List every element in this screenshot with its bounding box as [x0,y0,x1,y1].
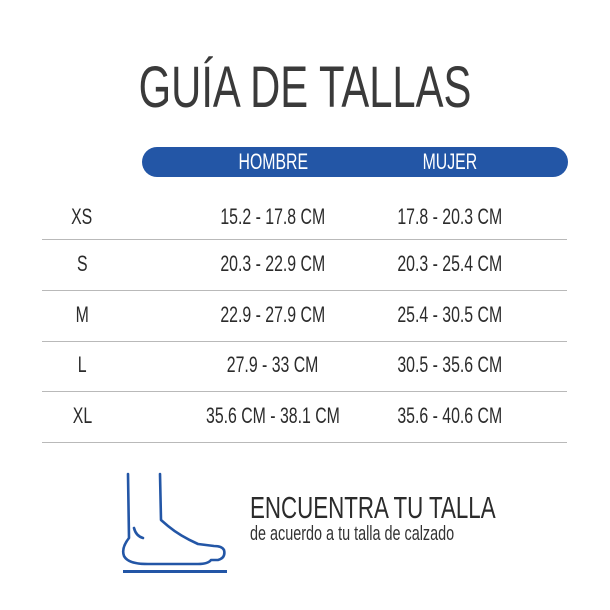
size-cell: M [75,302,89,327]
footer-heading: ENCUENTRA TU TALLA [250,490,496,525]
page-title: GUÍA DE TALLAS [138,55,472,120]
mujer-cell: 35.6 - 40.6 CM [397,403,503,428]
table-row: L 27.9 - 33 CM 30.5 - 35.6 CM [0,340,610,390]
row-divider [42,341,567,342]
column-header-hombre: HOMBRE [238,149,308,174]
table-row: M 22.9 - 27.9 CM 25.4 - 30.5 CM [0,290,610,340]
row-divider [42,391,567,392]
size-cell: XS [71,204,93,229]
hombre-cell: 15.2 - 17.8 CM [220,204,326,229]
hombre-cell: 20.3 - 22.9 CM [220,251,326,276]
size-cell: L [77,352,87,377]
mujer-cell: 20.3 - 25.4 CM [397,251,503,276]
hombre-cell: 35.6 CM - 38.1 CM [206,403,340,428]
header-bar [142,147,568,177]
table-row: XL 35.6 CM - 38.1 CM 35.6 - 40.6 CM [0,391,610,441]
table-row: S 20.3 - 22.9 CM 20.3 - 25.4 CM [0,239,610,289]
table-row: XS 15.2 - 17.8 CM 17.8 - 20.3 CM [0,192,610,242]
mujer-cell: 25.4 - 30.5 CM [397,302,503,327]
column-header-mujer: MUJER [422,149,478,174]
row-divider [42,290,567,291]
row-divider [42,442,567,443]
row-divider [42,239,567,240]
mujer-cell: 30.5 - 35.6 CM [397,352,503,377]
foot-icon [121,472,227,573]
hombre-cell: 27.9 - 33 CM [227,352,319,377]
size-cell: XL [72,403,92,428]
footer-subtext: de acuerdo a tu talla de calzado [250,523,455,545]
size-cell: S [76,251,88,276]
hombre-cell: 22.9 - 27.9 CM [220,302,326,327]
mujer-cell: 17.8 - 20.3 CM [397,204,503,229]
